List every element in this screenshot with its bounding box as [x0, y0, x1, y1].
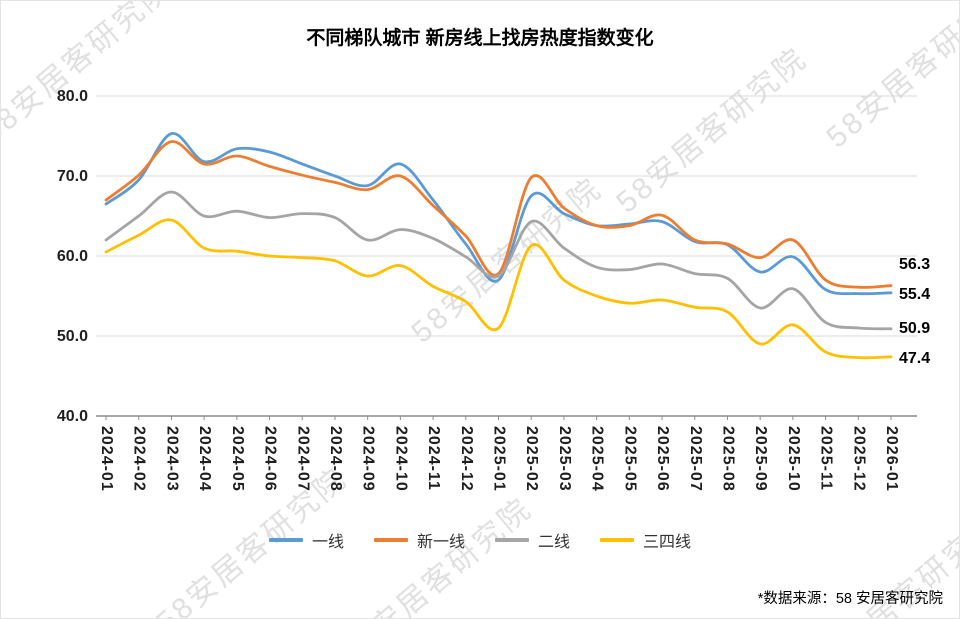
y-axis-label: 40.0 [57, 408, 88, 425]
legend-line-swatch [495, 538, 529, 542]
legend-label: 新一线 [416, 534, 465, 551]
x-axis-label: 2025-06 [654, 426, 671, 492]
series-end-label: 47.4 [899, 350, 930, 367]
data-source-note: *数据来源：58 安居客研究院 [757, 591, 943, 607]
legend-line-swatch [600, 538, 635, 542]
x-axis-label: 2024-12 [458, 426, 475, 492]
series-line-三四线 [104, 218, 893, 360]
x-axis-label: 2024-11 [425, 426, 442, 491]
y-axis-label: 60.0 [57, 248, 88, 265]
legend-item-1: 一线 [268, 528, 344, 552]
legend-label: 三四线 [643, 534, 692, 551]
chart-title: 不同梯队城市 新房线上找房热度指数变化 [306, 28, 654, 49]
x-axis-label: 2024-03 [163, 426, 180, 492]
x-axis-label: 2024-09 [360, 426, 377, 492]
legend-item-2: 新一线 [373, 528, 465, 552]
x-axis-label: 2025-09 [752, 426, 769, 492]
x-axis-label: 2025-11 [818, 426, 835, 491]
legend: 一线 新一线 二线 三四线 [1, 528, 959, 552]
x-axis-label: 2024-05 [229, 426, 246, 492]
x-axis-label: 2024-10 [392, 426, 409, 492]
x-axis-label: 2025-05 [621, 426, 638, 492]
x-axis-label: 2025-10 [785, 426, 802, 492]
x-axis-label: 2025-04 [589, 426, 606, 492]
x-axis-label: 2026-01 [883, 426, 900, 492]
x-axis-label: 2024-02 [131, 426, 148, 492]
x-axis-label: 2025-03 [556, 426, 573, 492]
legend-label: 二线 [538, 534, 571, 551]
x-axis-label: 2025-01 [491, 426, 508, 492]
x-axis-label: 2025-02 [523, 426, 540, 492]
x-axis-label: 2025-12 [850, 426, 867, 492]
x-axis-label: 2024-08 [327, 426, 344, 492]
legend-line-swatch [268, 538, 303, 542]
x-axis-label: 2024-07 [294, 426, 311, 492]
series-end-label: 55.4 [899, 286, 930, 303]
series-end-label: 50.9 [899, 320, 930, 337]
series-line-新一线 [104, 140, 893, 289]
y-axis-label: 80.0 [57, 88, 88, 105]
x-axis-label: 2024-04 [196, 426, 213, 492]
legend-item-3: 二线 [495, 528, 570, 552]
x-axis-label: 2024-06 [262, 426, 279, 492]
x-axis-label: 2025-07 [687, 426, 704, 492]
legend-line-swatch [373, 538, 408, 542]
x-axis-label: 2025-08 [719, 426, 736, 492]
series-line-二线 [104, 190, 893, 331]
series-line-一线 [104, 132, 893, 296]
legend-item-4: 三四线 [600, 528, 691, 552]
series-end-label: 56.3 [899, 256, 930, 273]
y-axis-label: 70.0 [57, 168, 88, 185]
legend-label: 一线 [311, 534, 344, 551]
y-axis-label: 50.0 [57, 328, 88, 345]
x-axis-label: 2024-01 [98, 426, 115, 492]
